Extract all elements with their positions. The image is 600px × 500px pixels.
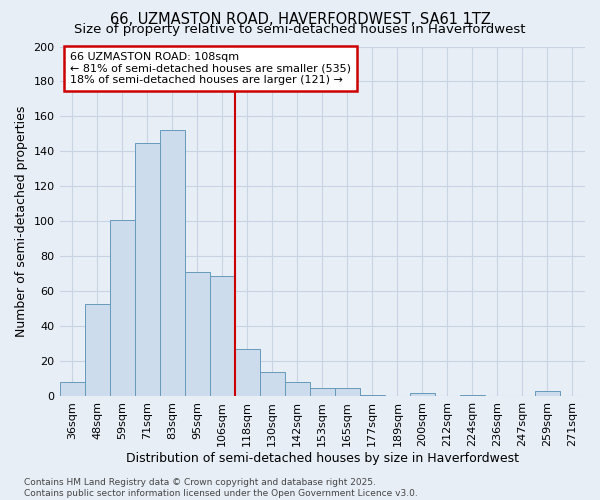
Bar — [360, 394, 385, 396]
Bar — [160, 130, 185, 396]
Bar — [85, 304, 110, 396]
Bar — [134, 142, 160, 396]
Bar — [335, 388, 360, 396]
Bar — [535, 391, 560, 396]
Bar — [410, 393, 435, 396]
Bar — [285, 382, 310, 396]
Bar — [209, 276, 235, 396]
Bar — [185, 272, 209, 396]
Text: 66, UZMASTON ROAD, HAVERFORDWEST, SA61 1TZ: 66, UZMASTON ROAD, HAVERFORDWEST, SA61 1… — [110, 12, 490, 26]
Y-axis label: Number of semi-detached properties: Number of semi-detached properties — [15, 106, 28, 337]
Bar — [235, 349, 260, 397]
Bar — [310, 388, 335, 396]
Bar — [260, 372, 285, 396]
Bar — [110, 220, 134, 396]
Text: 66 UZMASTON ROAD: 108sqm
← 81% of semi-detached houses are smaller (535)
18% of : 66 UZMASTON ROAD: 108sqm ← 81% of semi-d… — [70, 52, 351, 85]
X-axis label: Distribution of semi-detached houses by size in Haverfordwest: Distribution of semi-detached houses by … — [126, 452, 519, 465]
Text: Contains HM Land Registry data © Crown copyright and database right 2025.
Contai: Contains HM Land Registry data © Crown c… — [24, 478, 418, 498]
Bar — [59, 382, 85, 396]
Bar — [460, 394, 485, 396]
Text: Size of property relative to semi-detached houses in Haverfordwest: Size of property relative to semi-detach… — [74, 22, 526, 36]
